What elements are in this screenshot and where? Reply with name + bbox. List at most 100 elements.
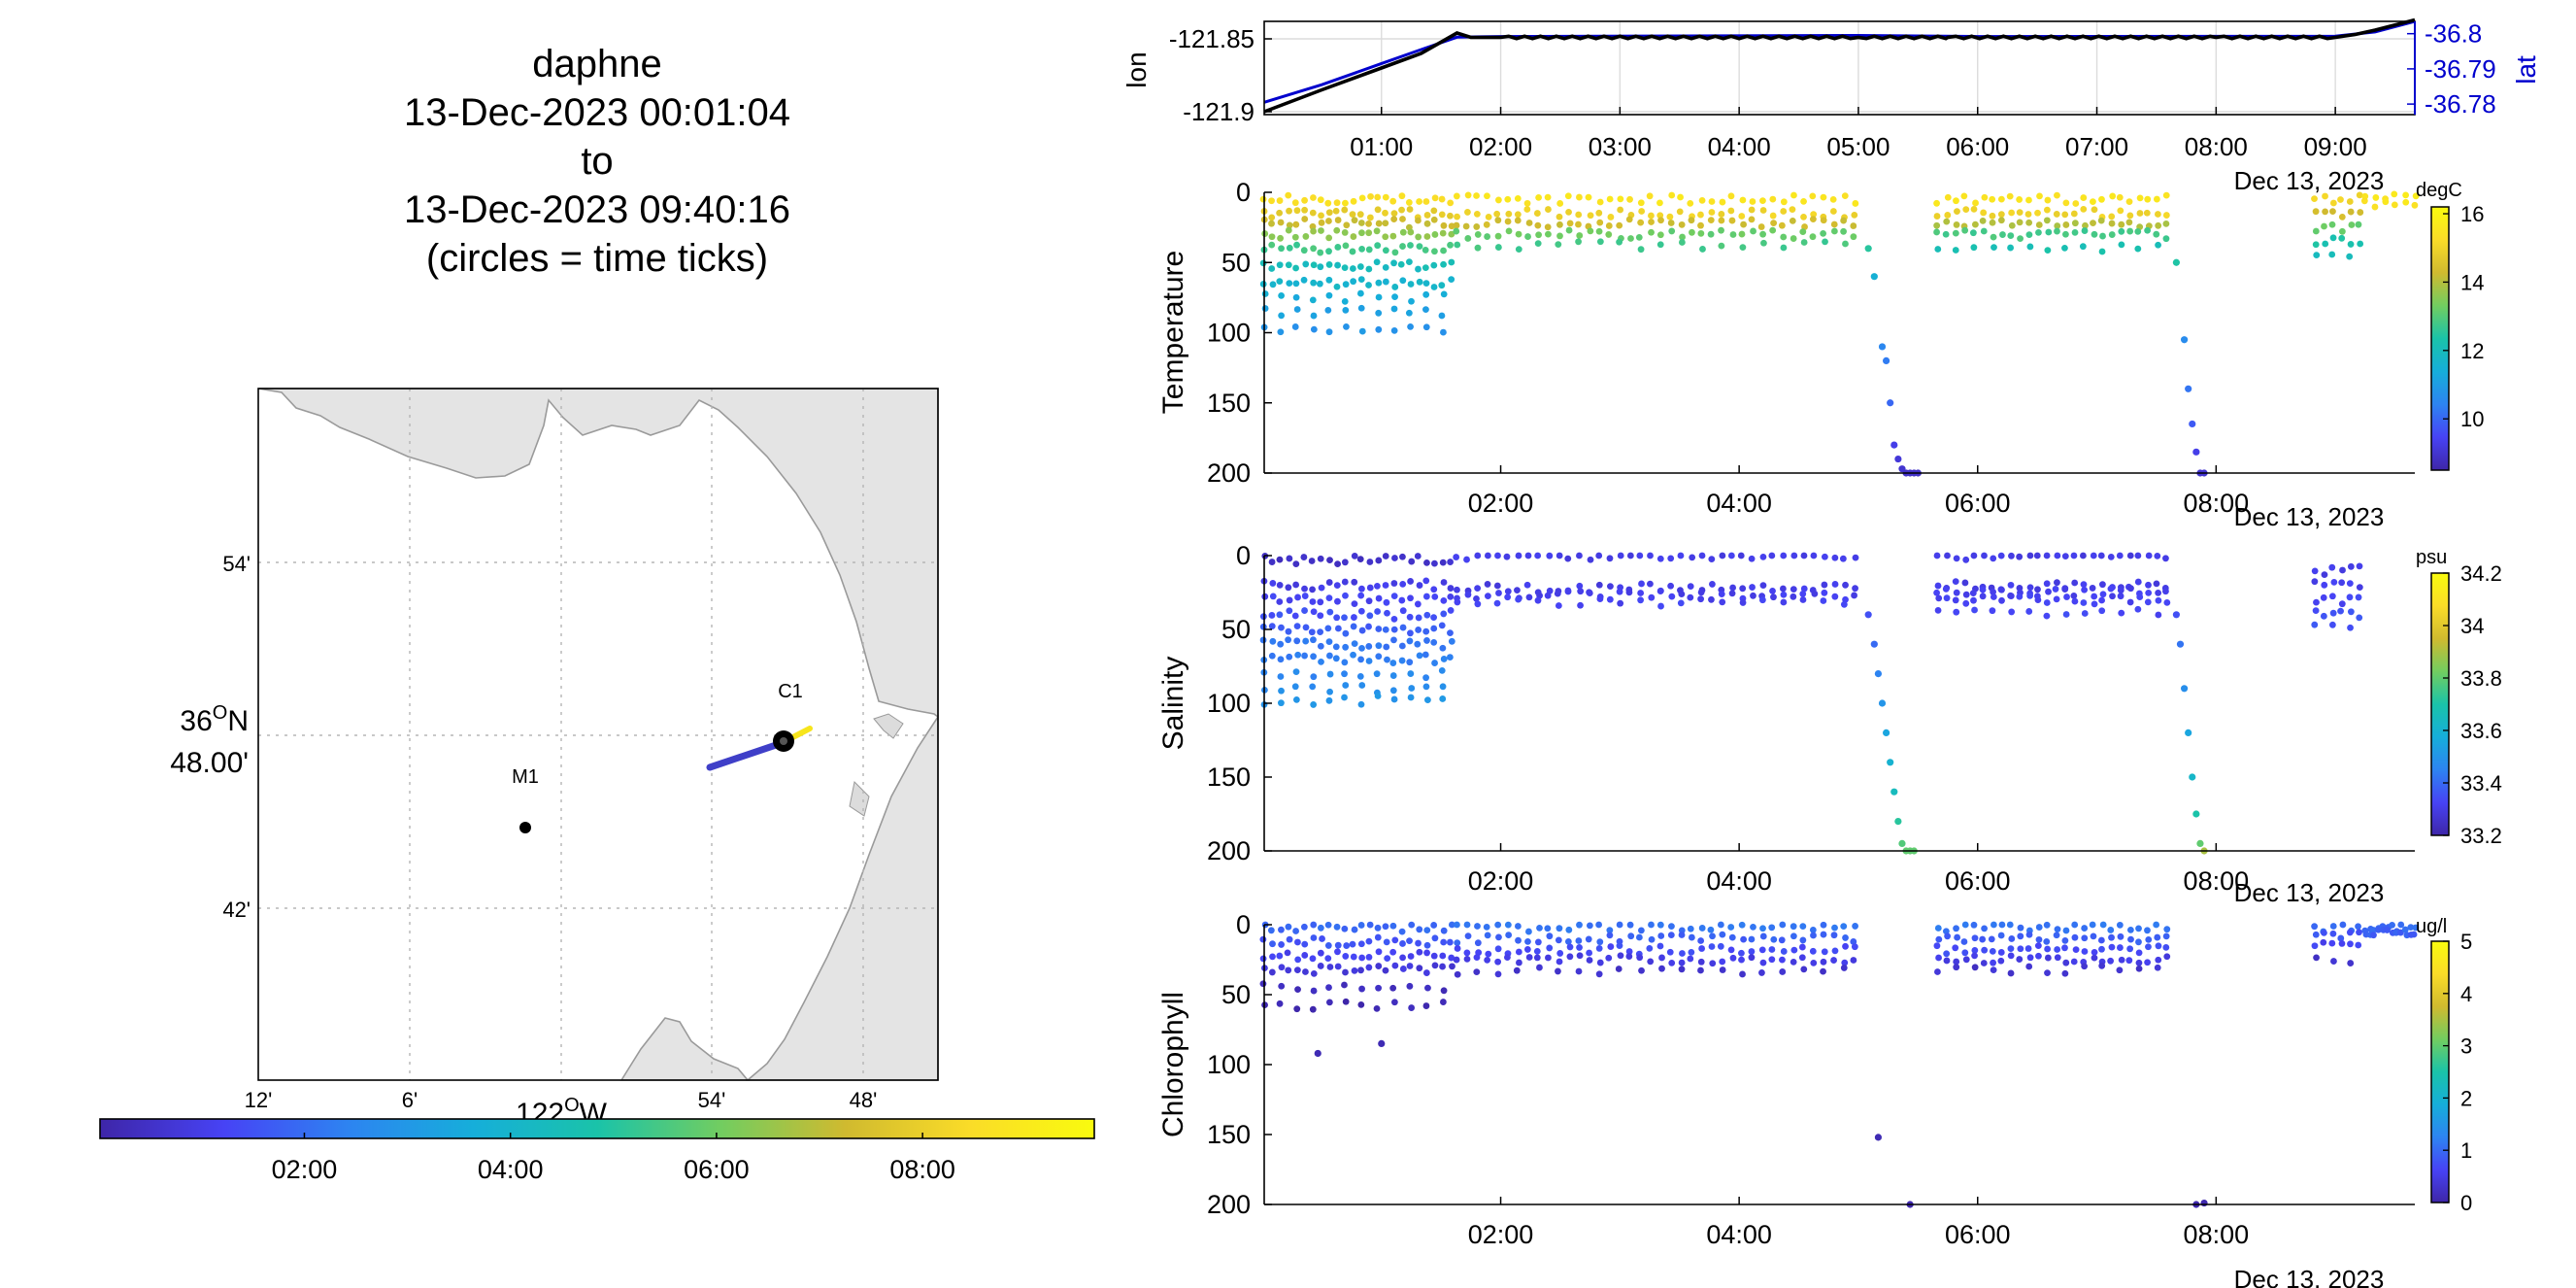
- data-point: [2155, 596, 2162, 604]
- data-point: [2311, 195, 2318, 202]
- data-point: [1595, 552, 1603, 559]
- data-point: [1415, 265, 1422, 273]
- data-point: [1648, 921, 1655, 929]
- data-point: [1326, 557, 1333, 564]
- data-point: [1576, 552, 1583, 559]
- data-point: [2338, 579, 2346, 587]
- data-point: [2144, 927, 2151, 934]
- data-point: [1770, 220, 1778, 227]
- data-point: [1534, 240, 1542, 248]
- data-point: [2007, 945, 2015, 953]
- data-point: [1365, 246, 1373, 254]
- data-point: [1997, 552, 2005, 559]
- data-point: [2043, 937, 2051, 945]
- data-point: [1374, 242, 1382, 250]
- data-point: [1830, 932, 1838, 939]
- data-point: [2099, 232, 2106, 240]
- data-point: [1285, 636, 1292, 644]
- data-point: [1586, 922, 1593, 930]
- data-point: [1596, 938, 1604, 946]
- data-point: [1739, 585, 1747, 593]
- data-point: [1625, 216, 1633, 223]
- data-point: [1453, 554, 1460, 560]
- data-point: [1474, 552, 1482, 559]
- data-point: [1617, 599, 1624, 607]
- data-point: [2127, 585, 2134, 593]
- dive-point: [1894, 818, 1902, 826]
- data-point: [1523, 206, 1531, 213]
- data-point: [2153, 230, 2160, 238]
- data-point: [1406, 206, 1414, 213]
- data-point: [1415, 627, 1422, 633]
- data-point: [2330, 578, 2338, 586]
- data-point: [2108, 213, 2116, 220]
- data-point: [1607, 214, 1615, 220]
- data-point: [2125, 219, 2133, 226]
- data-point: [1268, 197, 1275, 205]
- data-point: [1514, 194, 1522, 202]
- data-point: [1981, 925, 1989, 932]
- data-point: [1278, 964, 1286, 971]
- data-point: [1961, 921, 1969, 929]
- data-point: [1293, 306, 1301, 313]
- data-point: [2135, 965, 2143, 972]
- data-point: [1416, 278, 1423, 286]
- data-point: [2008, 552, 2015, 559]
- data-point: [1440, 328, 1447, 336]
- data-point: [1301, 940, 1309, 948]
- data-point: [1325, 248, 1332, 255]
- data-point: [1979, 218, 1987, 224]
- data-point: [1423, 927, 1431, 933]
- data-point: [1430, 207, 1438, 215]
- data-point: [1556, 200, 1564, 207]
- data-point: [2127, 935, 2134, 943]
- data-point: [1365, 265, 1373, 273]
- data-point: [1424, 696, 1431, 704]
- data-point: [1980, 227, 1988, 235]
- data-point: [1790, 593, 1797, 600]
- data-point: [1342, 629, 1350, 637]
- data-point: [1291, 233, 1299, 241]
- data-point: [1341, 559, 1349, 566]
- data-point: [1757, 223, 1765, 230]
- data-point: [2098, 195, 2105, 203]
- data-point: [1408, 921, 1416, 929]
- data-point: [1688, 933, 1695, 941]
- data-point: [2025, 231, 2033, 239]
- data-point: [1439, 952, 1447, 960]
- data-point: [2311, 578, 2319, 586]
- data-point: [1406, 659, 1414, 666]
- data-point: [1638, 966, 1645, 974]
- data-point: [1462, 222, 1470, 230]
- data-point: [1688, 948, 1695, 956]
- data-point: [1606, 555, 1614, 562]
- data-point: [1748, 555, 1756, 562]
- data-point: [1595, 227, 1603, 235]
- data-point: [1514, 217, 1522, 224]
- data-point: [2116, 552, 2124, 559]
- colorbar-tick-label: 33.2: [2460, 824, 2502, 848]
- data-point: [1668, 191, 1676, 199]
- data-point: [2312, 227, 2320, 235]
- data-point: [1375, 948, 1383, 956]
- data-point: [1439, 963, 1446, 970]
- data-point: [2402, 198, 2410, 206]
- data-point: [1423, 949, 1430, 957]
- data-point: [2312, 931, 2320, 938]
- data-point: [1799, 936, 1807, 944]
- x-tick-label: 02:00: [1468, 1220, 1534, 1249]
- data-point: [1484, 932, 1491, 939]
- data-point: [1566, 220, 1574, 227]
- data-point: [1596, 219, 1604, 226]
- data-point: [1556, 925, 1563, 932]
- data-point: [1310, 921, 1318, 929]
- data-point: [1697, 937, 1705, 944]
- data-point: [1780, 598, 1788, 606]
- data-point: [1759, 932, 1767, 940]
- track-line: [706, 739, 786, 771]
- data-point: [1934, 968, 1941, 975]
- data-point: [1616, 238, 1623, 246]
- data-point: [1325, 234, 1333, 242]
- data-point: [2016, 593, 2024, 600]
